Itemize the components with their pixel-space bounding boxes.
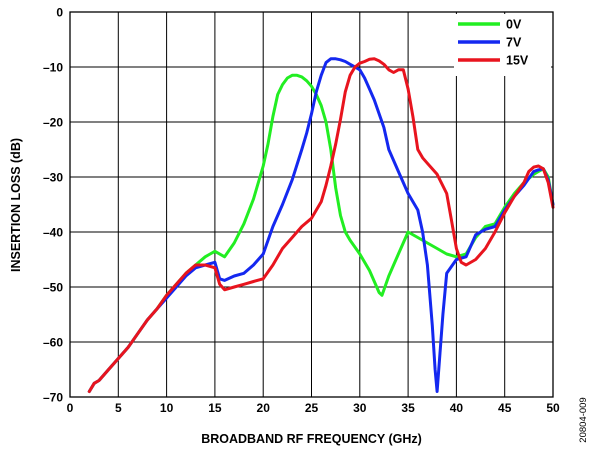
y-tick-label: –40 — [43, 226, 63, 240]
series-line-0v — [87, 73, 555, 393]
y-tick-label: –10 — [43, 61, 63, 75]
x-tick-label: 50 — [546, 401, 560, 415]
x-tick-label: 45 — [498, 401, 512, 415]
y-tick-label: –20 — [43, 116, 63, 130]
figure-id: 20804-009 — [578, 397, 589, 442]
series-line-7v — [87, 57, 555, 393]
x-tick-label: 20 — [257, 401, 271, 415]
y-tick-label: –70 — [43, 391, 63, 405]
x-tick-label: 10 — [160, 401, 174, 415]
x-tick-label: 35 — [401, 401, 415, 415]
gridlines — [70, 12, 553, 397]
x-tick-label: 40 — [450, 401, 464, 415]
x-tick-label: 5 — [115, 401, 122, 415]
y-tick-label: 0 — [56, 6, 63, 20]
y-axis-label: INSERTION LOSS (dB) — [9, 138, 23, 272]
y-tick-labels: 0 –10 –20 –30 –40 –50 –60 –70 — [43, 6, 63, 405]
x-tick-label: 25 — [305, 401, 319, 415]
x-tick-label: 15 — [208, 401, 222, 415]
x-tick-label: 0 — [67, 401, 74, 415]
x-axis-label: BROADBAND RF FREQUENCY (GHz) — [201, 432, 422, 446]
y-tick-label: –60 — [43, 336, 63, 350]
legend-label-0v: 0V — [506, 18, 522, 32]
series-lines — [87, 57, 555, 393]
legend-label-7v: 7V — [506, 36, 522, 50]
x-tick-label: 30 — [353, 401, 367, 415]
series-line-15v — [87, 57, 555, 393]
x-tick-labels: 0 5 10 15 20 25 30 35 40 45 50 — [67, 401, 560, 415]
y-tick-label: –30 — [43, 171, 63, 185]
legend-label-15v: 15V — [506, 54, 529, 68]
legend: 0V 7V 15V — [454, 14, 551, 76]
plot-frame — [69, 11, 554, 398]
y-tick-label: –50 — [43, 281, 63, 295]
